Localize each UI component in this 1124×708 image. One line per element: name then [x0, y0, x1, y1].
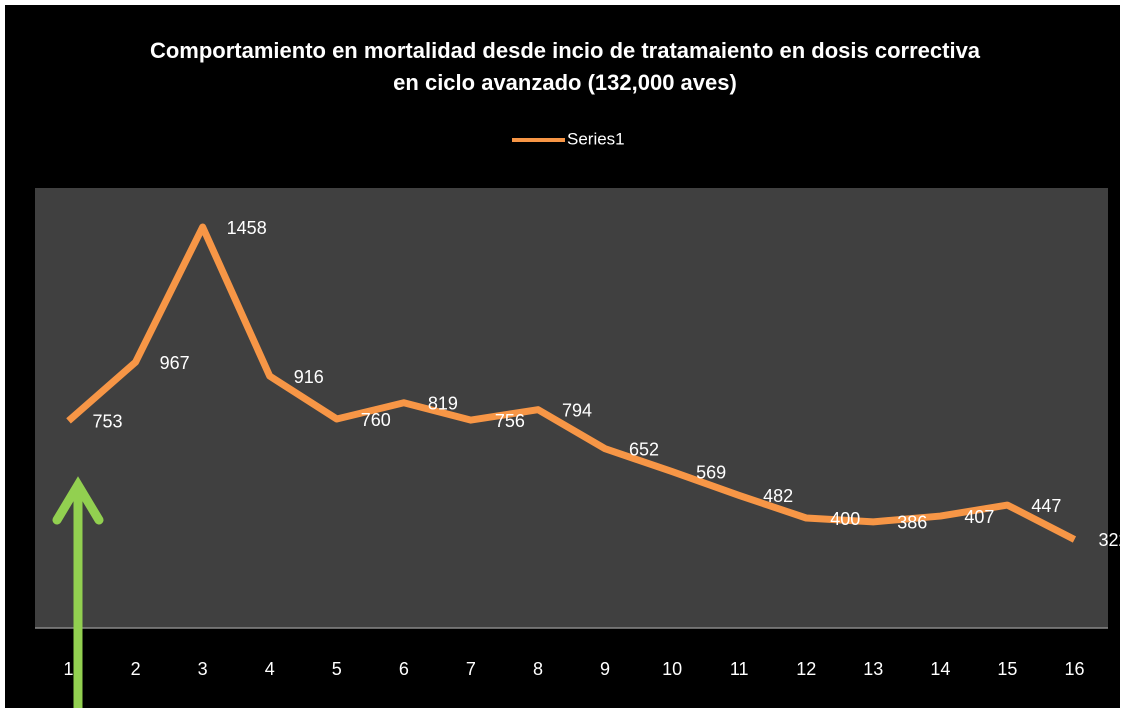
x-tick-label: 3 [198, 659, 208, 679]
x-tick-label: 9 [600, 659, 610, 679]
data-label: 447 [1031, 496, 1061, 516]
x-tick-label: 2 [131, 659, 141, 679]
x-tick-label: 11 [730, 659, 749, 679]
data-label: 407 [964, 507, 994, 527]
x-tick-label: 1 [64, 659, 74, 679]
x-tick-label: 8 [533, 659, 543, 679]
x-tick-label: 6 [399, 659, 409, 679]
data-label: 322 [1098, 530, 1120, 550]
x-tick-label: 7 [466, 659, 476, 679]
annotation-arrow [52, 476, 104, 708]
series-line [66, 223, 1077, 543]
chart: 1 2 3 4 5 6 7 8 9 10 11 12 13 14 15 1675396714589167608… [35, 129, 1120, 708]
data-label: 1458 [227, 218, 267, 238]
x-tick-label: 12 [796, 659, 816, 679]
plot-area [35, 188, 1108, 628]
data-label: 386 [897, 513, 927, 533]
x-tick-label: 14 [930, 659, 950, 679]
data-label: 652 [629, 439, 659, 459]
chart-frame: 1 2 3 4 5 6 7 8 9 10 11 12 13 14 15 16 753 967 1458 916 760 8… [5, 5, 1120, 708]
x-tick-label: 13 [863, 659, 883, 679]
data-label: 794 [562, 400, 592, 420]
data-label: 756 [495, 411, 525, 431]
legend-label: Series1 [567, 129, 625, 148]
data-label: 819 [428, 394, 458, 414]
data-label: 753 [93, 412, 123, 432]
data-label: 760 [361, 410, 391, 430]
data-label: 916 [294, 367, 324, 387]
x-tick-label: 10 [662, 659, 682, 679]
x-tick-label: 15 [997, 659, 1017, 679]
data-label: 400 [830, 509, 860, 529]
x-tick-label: 4 [265, 659, 275, 679]
data-label: 569 [696, 462, 726, 482]
x-tick-label: 16 [1064, 659, 1084, 679]
data-label: 967 [160, 353, 190, 373]
x-tick-label: 5 [332, 659, 342, 679]
chart-title: Comportamiento en mortalidad desde incio… [149, 38, 981, 95]
data-label: 482 [763, 486, 793, 506]
